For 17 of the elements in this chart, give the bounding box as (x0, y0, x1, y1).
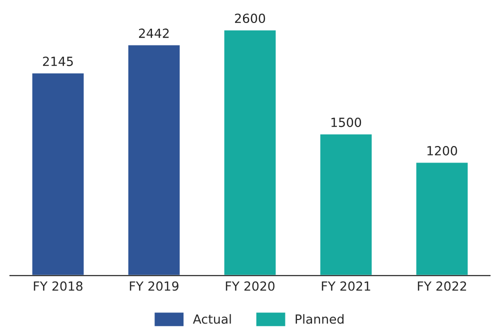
x-tick-label: FY 2018 (34, 281, 82, 291)
legend-label: Planned (296, 314, 344, 324)
x-tick-label: FY 2021 (322, 281, 370, 291)
bar (30, 72, 86, 276)
data-label: 2145 (43, 56, 73, 66)
bar (414, 161, 470, 276)
bar (318, 132, 374, 276)
x-tick-label: FY 2020 (226, 281, 274, 291)
legend-label: Actual (192, 314, 231, 324)
data-label: 1200 (427, 146, 458, 156)
x-tick-label: FY 2019 (130, 281, 178, 291)
data-label: 2600 (235, 14, 266, 24)
bar (126, 44, 182, 276)
data-label: 2442 (139, 28, 169, 38)
x-tick-label: FY 2022 (418, 281, 466, 291)
data-label: 1500 (331, 118, 362, 128)
bar (222, 28, 278, 276)
